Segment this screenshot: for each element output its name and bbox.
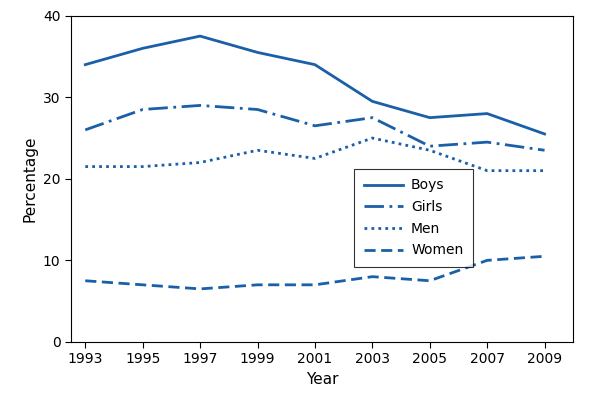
Women [311,283,319,287]
Women [369,274,376,279]
Men [426,148,433,152]
Men [254,148,261,152]
Women [426,278,433,283]
Boys [254,50,261,55]
Women [483,258,491,263]
Men [311,156,319,161]
Line: Men: Men [85,138,544,171]
Girls [426,144,433,149]
Boys [197,34,204,39]
Girls [82,128,89,132]
Girls [541,148,548,152]
Men [82,164,89,169]
Men [197,160,204,165]
Legend: Boys, Girls, Men, Women: Boys, Girls, Men, Women [354,169,473,267]
Women [254,283,261,287]
Line: Girls: Girls [85,105,544,150]
Boys [139,46,146,51]
Boys [483,111,491,116]
Girls [139,107,146,112]
Boys [311,62,319,67]
Women [541,254,548,259]
Girls [197,103,204,108]
Boys [369,99,376,104]
Women [197,286,204,291]
Girls [311,123,319,128]
Boys [426,115,433,120]
Women [139,283,146,287]
Girls [369,115,376,120]
Boys [82,62,89,67]
Boys [541,132,548,136]
Girls [254,107,261,112]
Girls [483,140,491,145]
Men [541,168,548,173]
Men [483,168,491,173]
Line: Boys: Boys [85,36,544,134]
Y-axis label: Percentage: Percentage [22,136,37,222]
Men [139,164,146,169]
Women [82,278,89,283]
Men [369,136,376,140]
Line: Women: Women [85,256,544,289]
X-axis label: Year: Year [306,372,338,387]
